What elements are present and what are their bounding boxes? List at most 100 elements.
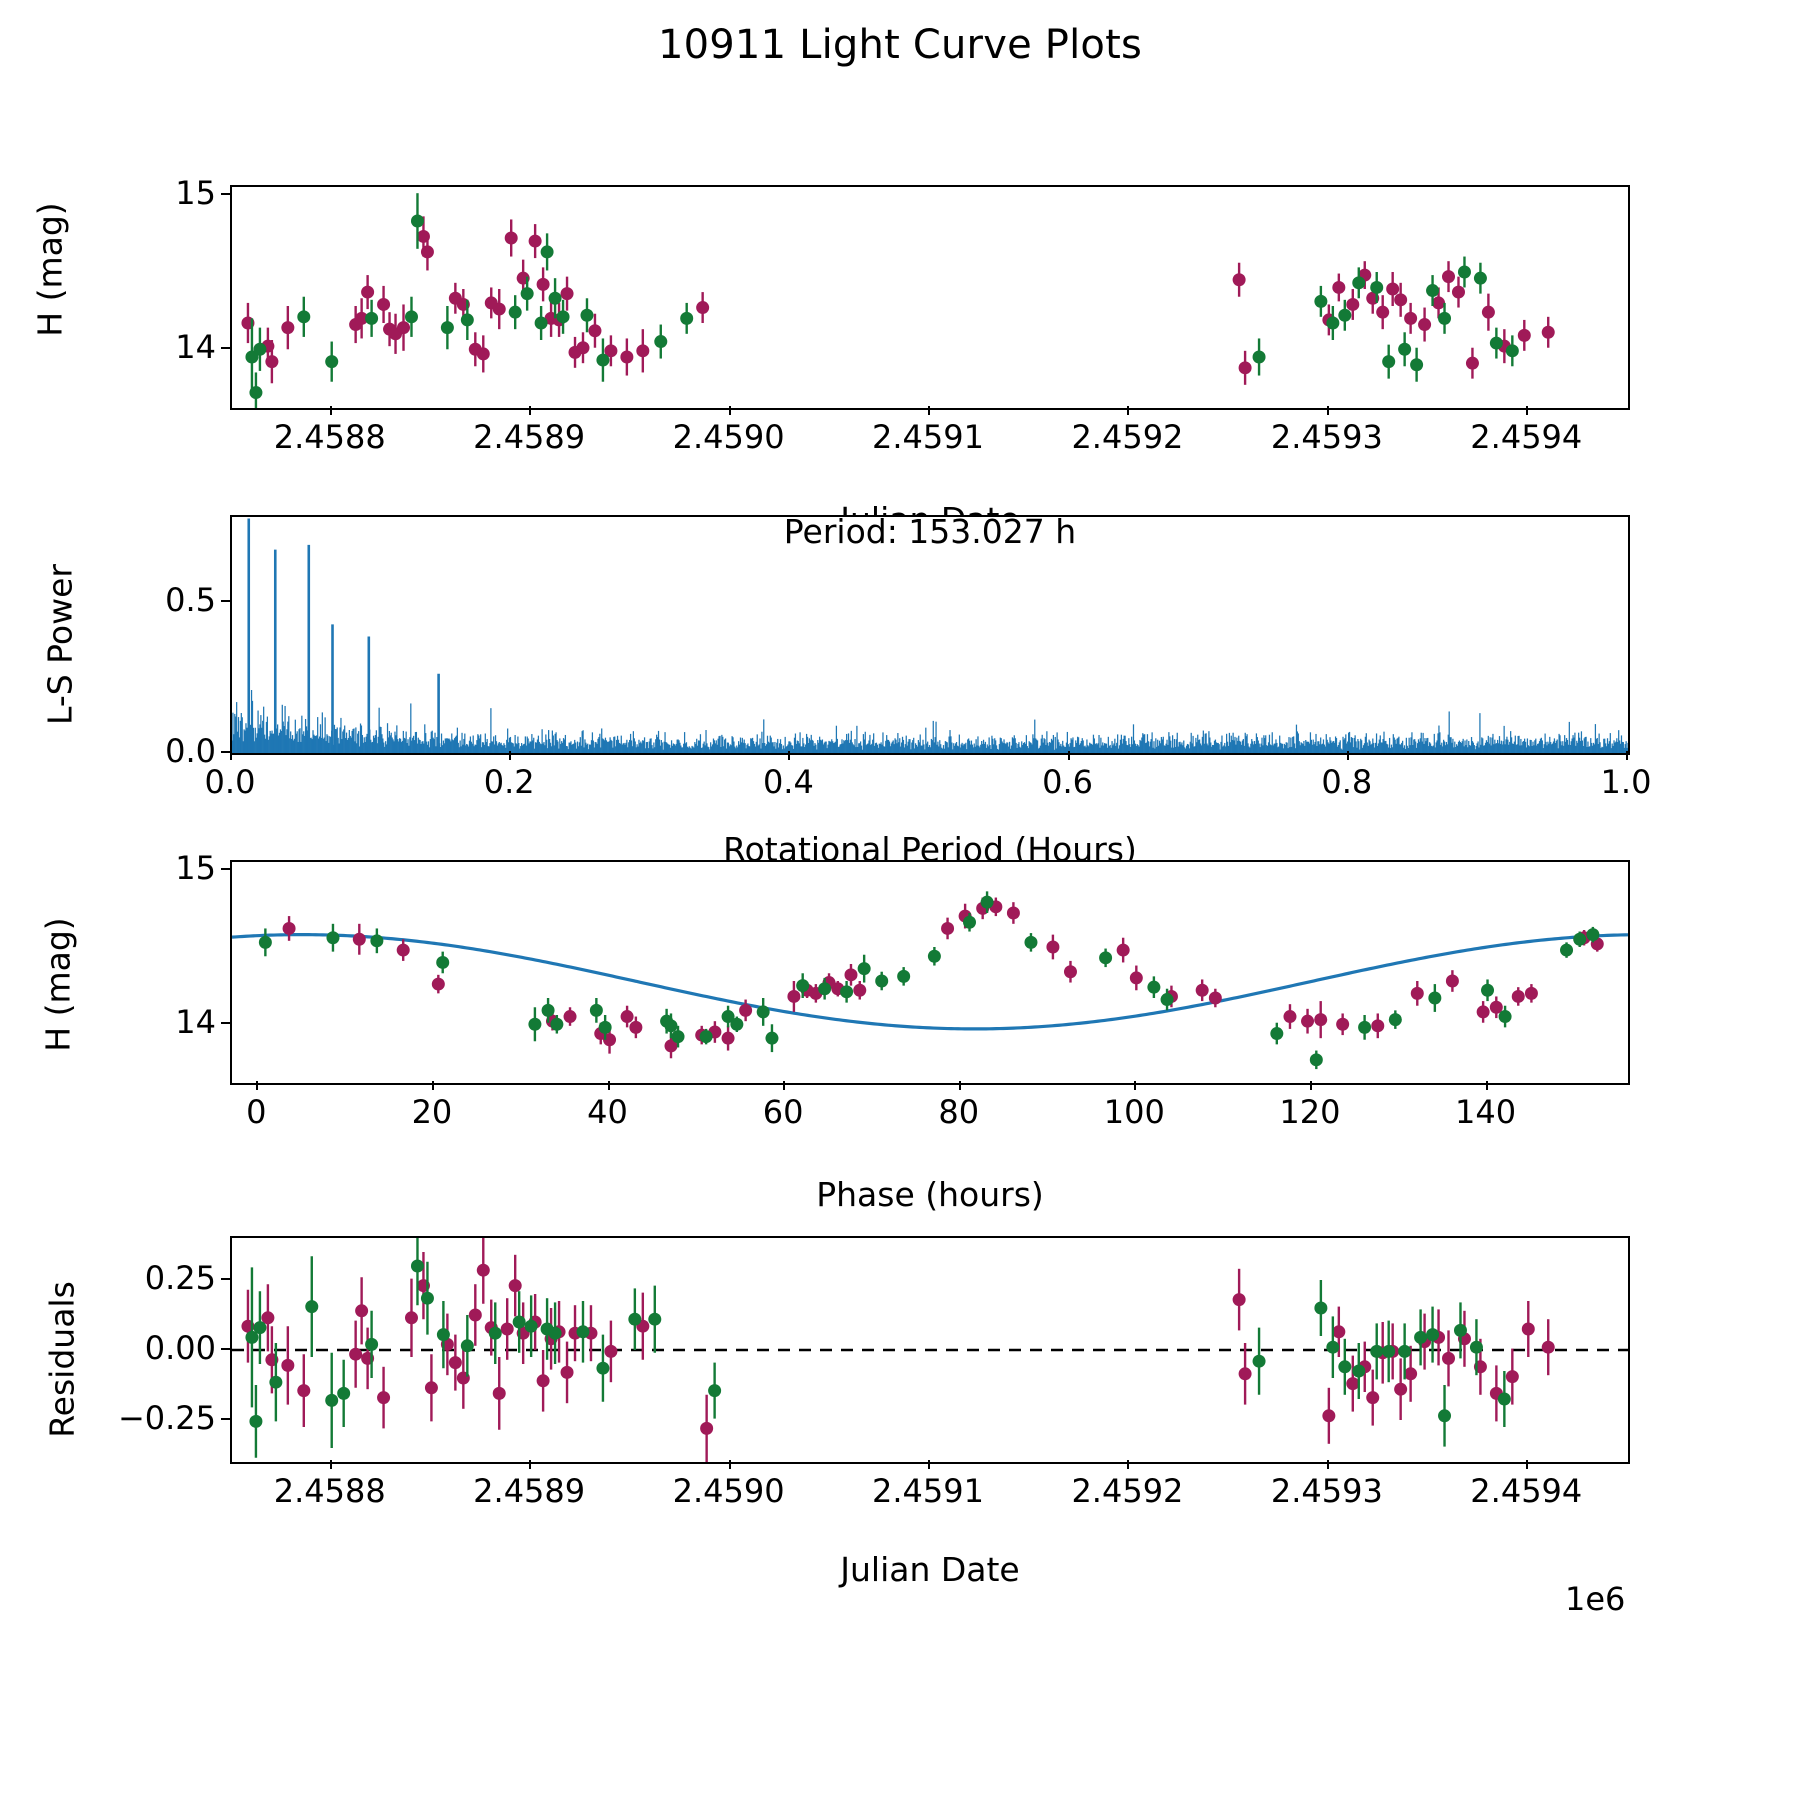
data-point (1560, 943, 1574, 957)
x-tick-mark (1346, 751, 1349, 760)
data-point (580, 308, 594, 322)
data-point (1252, 1354, 1266, 1368)
data-point (550, 1017, 564, 1031)
x-tick-label: 2.4591 (872, 418, 984, 456)
data-point (1457, 265, 1471, 279)
x-tick-label: 40 (587, 1093, 628, 1131)
data-point (840, 985, 854, 999)
data-point (253, 342, 267, 356)
data-point (1309, 1053, 1323, 1067)
data-point (1232, 1293, 1246, 1307)
data-point (941, 921, 955, 935)
y-tick-mark (221, 599, 230, 602)
data-point (1314, 1013, 1328, 1027)
data-point (1358, 1020, 1372, 1034)
data-point (1370, 280, 1384, 294)
data-point (1314, 294, 1328, 308)
data-point (1352, 276, 1366, 290)
data-point (1445, 974, 1459, 988)
x-tick-label: 140 (1454, 1093, 1517, 1131)
data-point (671, 1030, 685, 1044)
data-point (1322, 1409, 1336, 1423)
x-tick-label: 0.4 (762, 763, 814, 801)
data-point (297, 310, 311, 324)
x-tick-mark (607, 1081, 610, 1090)
x-tick-mark (1485, 1081, 1488, 1090)
y-tick-label: 0.0 (165, 732, 216, 770)
y-tick-mark (221, 1278, 230, 1280)
x-tick-label: 1.0 (1600, 763, 1652, 801)
residuals-x-offset: 1e6 (1565, 1580, 1626, 1618)
data-point (1442, 270, 1456, 284)
data-point (787, 989, 801, 1003)
x-tick-label: 2.4594 (1470, 1472, 1583, 1510)
data-point (404, 1311, 418, 1325)
data-point (604, 344, 618, 358)
data-point (604, 1344, 618, 1358)
x-tick-label: 2.4591 (872, 1472, 984, 1510)
data-point (337, 1386, 351, 1400)
data-point (654, 335, 668, 349)
data-point (1371, 1019, 1385, 1033)
x-tick-label: 2.4589 (473, 1472, 586, 1510)
x-tick-label: 2.4589 (473, 418, 586, 456)
x-tick-mark (1127, 1460, 1130, 1469)
data-point (1404, 1367, 1418, 1381)
data-point (528, 234, 542, 248)
data-point (598, 1020, 612, 1034)
data-point (1438, 311, 1452, 325)
data-point (1336, 1017, 1350, 1031)
data-point (410, 214, 424, 228)
data-point (730, 1017, 744, 1031)
data-point (1481, 305, 1495, 319)
data-point (476, 1263, 490, 1277)
data-point (1116, 943, 1130, 957)
data-point (325, 1393, 339, 1407)
x-tick-label: 2.4592 (1071, 1472, 1184, 1510)
data-point (460, 313, 474, 327)
data-point (508, 305, 522, 319)
y-tick-label: 15 (175, 848, 216, 887)
data-point (349, 1347, 363, 1361)
data-point (460, 1339, 474, 1353)
data-point (818, 982, 832, 996)
x-tick-label: 2.4590 (672, 418, 785, 456)
data-point (1332, 1325, 1346, 1339)
data-point (596, 1361, 610, 1375)
x-tick-label: 0.0 (204, 763, 256, 801)
x-tick-mark (1134, 1081, 1137, 1090)
sinusoid-fit-curve (232, 933, 1628, 1031)
data-point (265, 355, 279, 369)
data-point (1046, 940, 1060, 954)
data-point (1301, 1014, 1315, 1028)
x-tick-mark (1326, 406, 1329, 415)
y-tick-mark (221, 1418, 230, 1420)
x-tick-mark (928, 406, 930, 415)
data-point (1410, 986, 1424, 1000)
x-tick-label: 2.4590 (672, 1472, 785, 1510)
data-point (249, 1414, 263, 1428)
x-tick-mark (329, 1460, 332, 1469)
y-tick-mark (221, 751, 230, 753)
data-point (1398, 1344, 1412, 1358)
periodogram-ylabel: L-S Power (40, 564, 80, 725)
data-point (1511, 989, 1525, 1003)
data-point (1195, 983, 1209, 997)
data-point (844, 968, 858, 982)
x-tick-label: 2.4592 (1071, 418, 1184, 456)
y-tick-mark (221, 192, 230, 195)
x-tick-mark (329, 406, 332, 415)
data-point (1541, 1340, 1555, 1354)
data-point (1481, 983, 1495, 997)
panel-residuals: Residuals Julian Date 1e6 2.4588 2.4589 2.… (0, 1160, 1800, 1618)
data-point (1442, 1351, 1456, 1365)
data-point (476, 347, 490, 361)
y-tick-label: 15 (175, 173, 216, 212)
data-point (397, 321, 411, 335)
y-tick-label: 14 (175, 328, 216, 367)
x-tick-label: 2.4588 (273, 418, 386, 456)
data-point (1338, 1360, 1352, 1374)
data-point (488, 1326, 502, 1340)
periodogram-axes (230, 515, 1630, 755)
data-point (556, 310, 570, 324)
